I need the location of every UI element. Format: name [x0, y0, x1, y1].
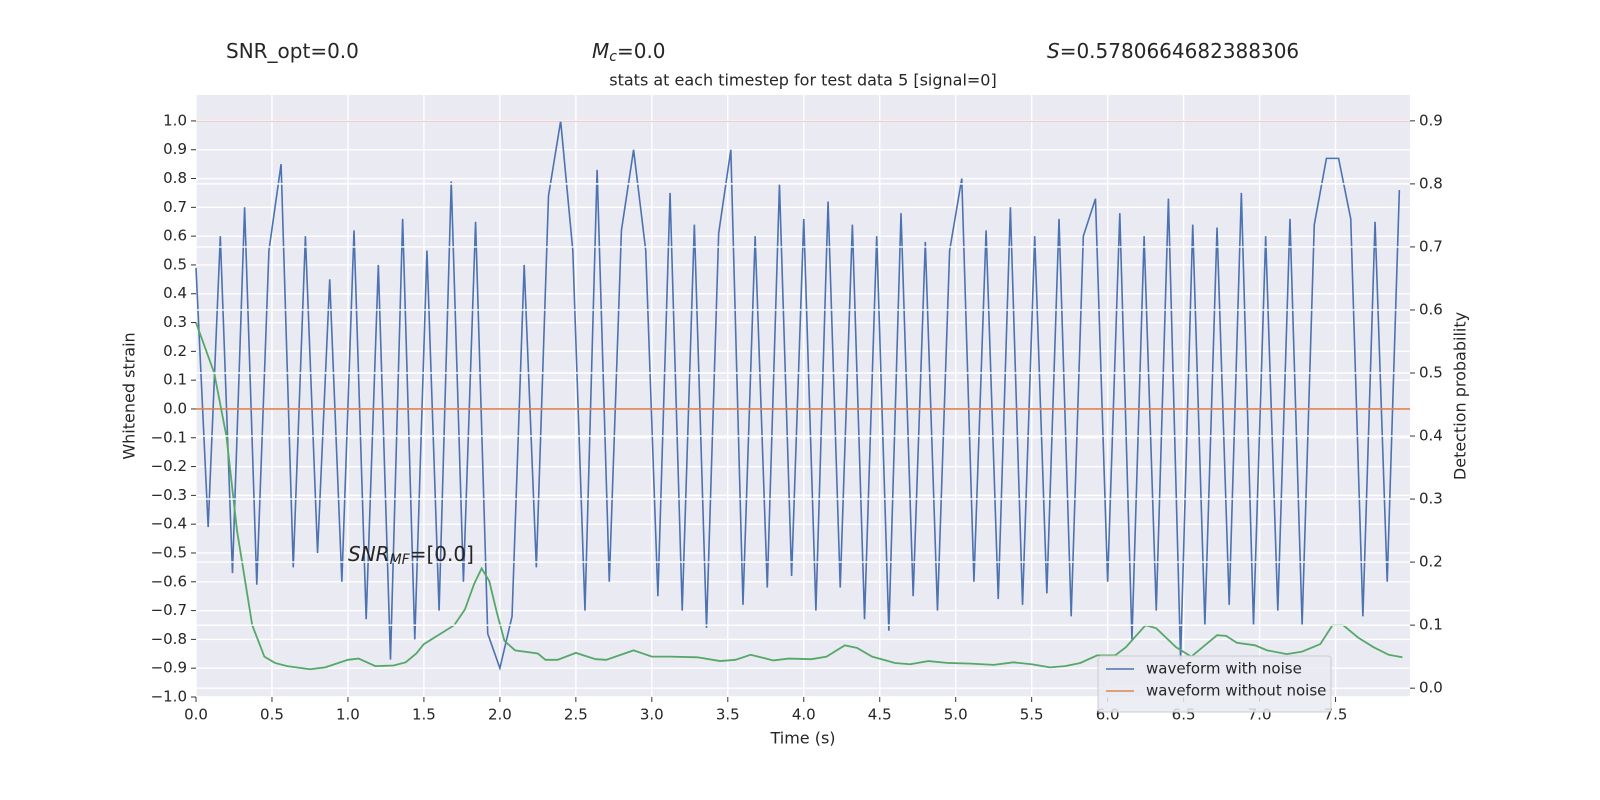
y-tick-label: −1.0: [151, 688, 187, 706]
x-tick-label: 4.5: [868, 706, 892, 724]
y2-tick-label: 0.2: [1419, 553, 1443, 571]
annotation-part: SNR: [348, 542, 390, 566]
annotation: Mc=0.0: [592, 39, 666, 66]
y-tick-label: −0.7: [151, 601, 187, 619]
y-tick-label: 0.9: [163, 140, 187, 158]
x-tick-label: 1.0: [336, 706, 360, 724]
series-line: [195, 322, 1403, 671]
y-tick-label: −0.4: [151, 515, 187, 533]
y-tick-label: −0.3: [151, 486, 187, 504]
y-tick-label: 0.8: [163, 169, 187, 187]
y-tick-label: −0.5: [151, 543, 187, 561]
annotation-part: SNR_opt=0.0: [226, 39, 359, 63]
marks: [195, 120, 1410, 689]
annotation: SNRMF=[0.0]: [348, 542, 474, 569]
y2-tick-label: 0.1: [1419, 616, 1443, 634]
x-tick-label: 1.5: [412, 706, 436, 724]
x-tick-label: 5.0: [944, 706, 968, 724]
y-tick-label: 1.0: [163, 111, 187, 129]
y2-tick-label: 0.7: [1419, 237, 1443, 255]
x-tick-label: 4.0: [792, 706, 816, 724]
y2-tick-label: 0.6: [1419, 300, 1443, 318]
y-tick-label: 0.5: [163, 255, 187, 273]
annotation-part: MF: [390, 552, 411, 568]
annotation: SNR_opt=0.0: [226, 39, 359, 63]
legend-box: [1097, 655, 1332, 713]
annotation-part: S: [1047, 39, 1060, 63]
y-tick-label: −0.1: [151, 428, 187, 446]
y-tick-label: 0.7: [163, 198, 187, 216]
series-line: [195, 120, 1401, 672]
y-tick-label: 0.2: [163, 342, 187, 360]
y2-tick-label: 0.3: [1419, 490, 1443, 508]
y2-axis-label: Detection probability: [1451, 312, 1470, 480]
y-tick-label: 0.0: [163, 399, 187, 417]
annotation-part: c: [609, 49, 617, 65]
chart-title: stats at each timestep for test data 5 […: [609, 71, 996, 90]
y2-tick-label: 0.9: [1419, 111, 1443, 129]
x-tick-label: 3.5: [716, 706, 740, 724]
x-tick-label: 0.5: [260, 706, 284, 724]
annotation: S=0.5780664682388306: [1047, 39, 1299, 63]
x-tick-label: 0.0: [184, 706, 208, 724]
annotation-part: =0.5780664682388306: [1060, 39, 1299, 63]
y2-tick-label: 0.8: [1419, 174, 1443, 192]
x-tick-label: 2.0: [488, 706, 512, 724]
plot-background: [196, 95, 1410, 697]
legend-label: waveform with noise: [1146, 660, 1302, 678]
y2-tick-label: 0.5: [1419, 363, 1443, 381]
labels: 0.0 0.5 1.0 1.5 2.0 2.5 3.0 3.5 4.0 4.5 5.0 5.5 6.0 6…: [151, 39, 1443, 724]
y2-tick-label: 0.4: [1419, 427, 1443, 445]
legend-label: waveform without noise: [1146, 682, 1326, 700]
y-tick-label: 0.4: [163, 284, 187, 302]
x-tick-label: 5.5: [1020, 706, 1044, 724]
y-tick-label: −0.2: [151, 457, 187, 475]
annotation-part: =0.0: [617, 39, 666, 63]
y-tick-label: 0.3: [163, 313, 187, 331]
annotation-part: =[0.0]: [410, 542, 474, 566]
x-axis-label: Time (s): [769, 729, 835, 748]
annotation-part: M: [592, 39, 609, 63]
x-tick-label: 3.0: [640, 706, 664, 724]
y-tick-label: −0.6: [151, 572, 187, 590]
x-tick-label: 2.5: [564, 706, 588, 724]
y-tick-label: 0.6: [163, 227, 187, 245]
y-tick-label: −0.9: [151, 659, 187, 677]
y-axis-label: Whitened strain: [120, 332, 139, 459]
y2-tick-label: 0.0: [1419, 679, 1443, 697]
y-tick-label: −0.8: [151, 630, 187, 648]
y-tick-label: 0.1: [163, 371, 187, 389]
